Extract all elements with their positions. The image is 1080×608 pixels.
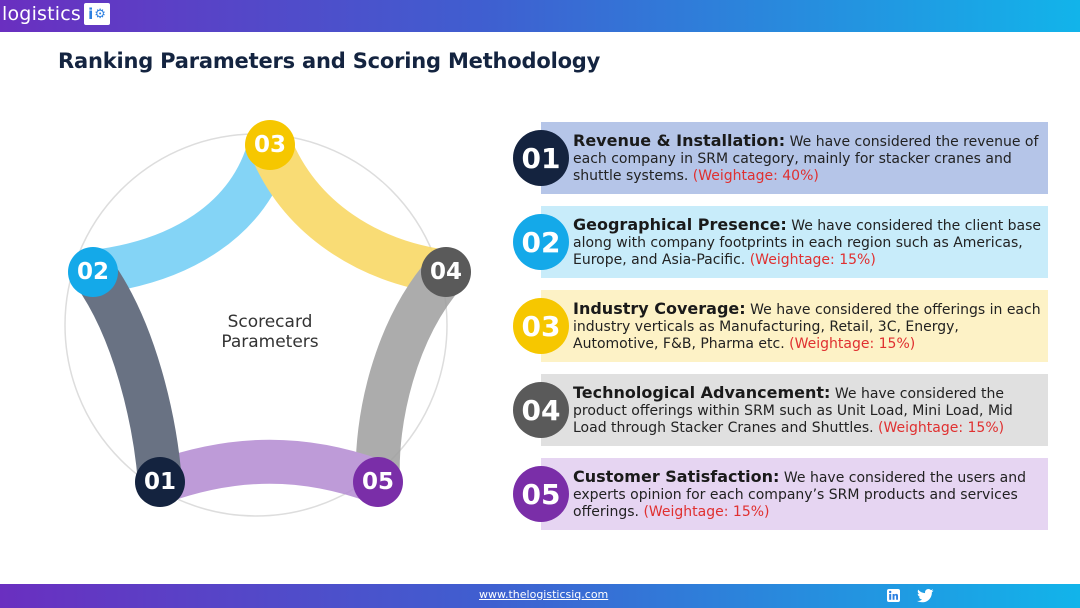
card-title: Customer Satisfaction:: [573, 467, 780, 486]
card-description: Technological Advancement: We have consi…: [573, 384, 1043, 437]
parameter-card-revenue: 01 Revenue & Installation: We have consi…: [513, 122, 1048, 194]
card-title: Revenue & Installation:: [573, 131, 786, 150]
center-label: Scorecard Parameters: [190, 312, 350, 352]
scorecard-diagram: [64, 123, 468, 517]
card-number: 04: [513, 382, 569, 438]
node-03: 03: [245, 120, 295, 170]
card-description: Geographical Presence: We have considere…: [573, 216, 1043, 269]
parameter-card-industry: 03 Industry Coverage: We have considered…: [513, 290, 1048, 362]
card-number: 03: [513, 298, 569, 354]
twitter-icon[interactable]: [916, 588, 934, 603]
segment-05-01: [138, 439, 400, 504]
logo-badge: i ⚙: [84, 3, 111, 25]
parameter-card-geography: 02 Geographical Presence: We have consid…: [513, 206, 1048, 278]
card-weightage: (Weightage: 15%): [878, 420, 1005, 436]
parameter-card-technology: 04 Technological Advancement: We have co…: [513, 374, 1048, 446]
card-number: 01: [513, 130, 569, 186]
gear-icon: ⚙: [94, 6, 106, 22]
page-title: Ranking Parameters and Scoring Methodolo…: [58, 49, 601, 73]
segment-04-05: [355, 250, 468, 504]
card-body: We have considered the client base along…: [573, 218, 1042, 268]
card-description: Customer Satisfaction: We have considere…: [573, 468, 1043, 521]
center-label-line2: Parameters: [221, 332, 319, 352]
header-bar: logistics i ⚙: [0, 0, 1080, 32]
node-04: 04: [421, 247, 471, 297]
logo-badge-letter: i: [88, 5, 94, 23]
node-05: 05: [353, 457, 403, 507]
card-weightage: (Weightage: 40%): [692, 168, 819, 184]
segment-03-04: [248, 123, 468, 294]
segment-01-02: [71, 250, 182, 504]
card-title: Technological Advancement:: [573, 383, 831, 402]
card-weightage: (Weightage: 15%): [643, 504, 770, 520]
card-body: We have considered the product offerings…: [573, 386, 1013, 436]
node-01: 01: [135, 457, 185, 507]
card-title: Geographical Presence:: [573, 215, 787, 234]
center-label-line1: Scorecard: [227, 312, 313, 332]
linkedin-icon[interactable]: [886, 588, 900, 603]
card-title: Industry Coverage:: [573, 299, 746, 318]
logo[interactable]: logistics i ⚙: [2, 2, 111, 26]
footer-website-link[interactable]: www.thelogisticsiq.com: [479, 588, 609, 601]
card-description: Revenue & Installation: We have consider…: [573, 132, 1043, 185]
card-weightage: (Weightage: 15%): [749, 252, 876, 268]
logo-text: logistics: [2, 3, 82, 25]
card-body: We have considered the revenue of each c…: [573, 134, 1039, 184]
card-body: We have considered the users and experts…: [573, 470, 1027, 520]
card-body: We have considered the offerings in each…: [573, 302, 1041, 352]
card-weightage: (Weightage: 15%): [789, 336, 916, 352]
card-description: Industry Coverage: We have considered th…: [573, 300, 1043, 353]
card-number: 02: [513, 214, 569, 270]
node-02: 02: [68, 247, 118, 297]
segment-02-03: [71, 123, 292, 294]
card-number: 05: [513, 466, 569, 522]
footer-bar: www.thelogisticsiq.com: [0, 584, 1080, 608]
parameter-card-satisfaction: 05 Customer Satisfaction: We have consid…: [513, 458, 1048, 530]
